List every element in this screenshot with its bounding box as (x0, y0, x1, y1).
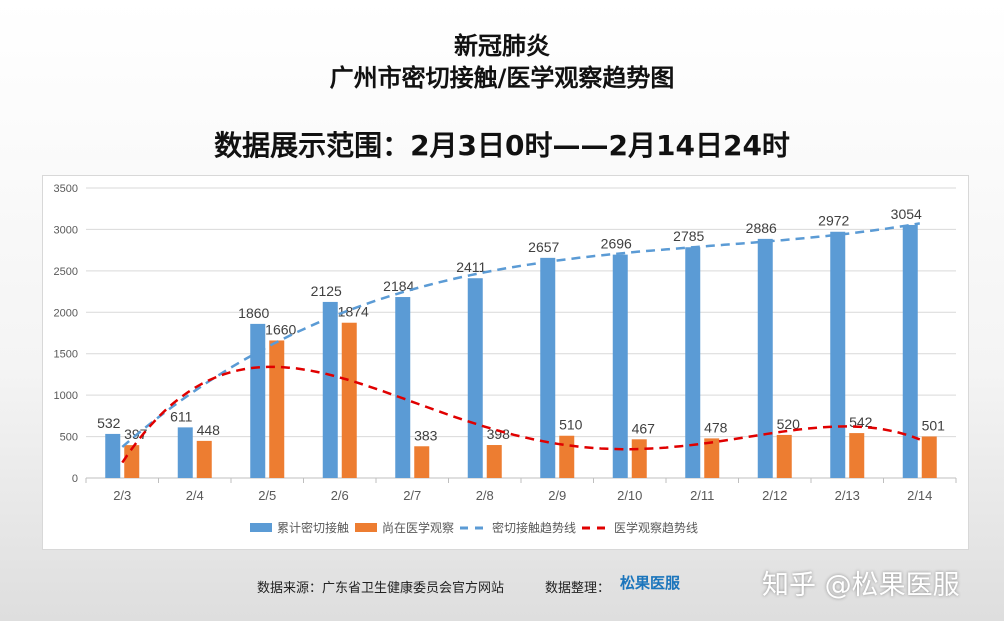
legend-label: 累计密切接触 (277, 520, 349, 535)
data-label: 2972 (818, 213, 849, 229)
data-label: 467 (632, 420, 656, 436)
bar-observation (921, 436, 937, 478)
data-label: 532 (97, 415, 121, 431)
data-label: 478 (704, 419, 728, 435)
y-tick-label: 1000 (54, 390, 78, 402)
bar-contacts (612, 254, 628, 478)
date-range: 数据展示范围：2月3日0时——2月14日24时 (214, 129, 790, 162)
legend-swatch (355, 523, 377, 532)
x-tick-label: 2/11 (690, 488, 714, 503)
x-tick-label: 2/3 (113, 488, 131, 503)
bar-observation (414, 446, 430, 478)
data-source: 数据来源：广东省卫生健康委员会官方网站 (257, 581, 505, 596)
data-label: 2125 (311, 283, 342, 299)
trendline-observation (121, 365, 921, 464)
bar-observation (704, 438, 720, 478)
y-tick-label: 2000 (54, 307, 78, 319)
bar-observation (341, 322, 357, 478)
data-label: 2411 (456, 259, 486, 275)
bar-contacts (177, 427, 193, 478)
bar-contacts (685, 247, 701, 478)
y-tick-label: 2500 (54, 266, 78, 278)
data-label: 2184 (383, 278, 414, 294)
y-tick-label: 1500 (54, 349, 78, 361)
x-tick-label: 2/8 (476, 488, 494, 503)
bar-observation (559, 435, 575, 478)
y-tick-label: 3500 (54, 183, 78, 195)
legend-label: 尚在医学观察 (382, 520, 454, 535)
x-tick-label: 2/9 (548, 488, 566, 503)
data-label: 510 (559, 417, 583, 433)
y-tick-label: 3000 (54, 224, 78, 236)
bar-observation (486, 445, 502, 478)
bar-observation (196, 440, 212, 478)
legend-label: 医学观察趋势线 (614, 520, 698, 535)
x-tick-label: 2/6 (331, 488, 349, 503)
bar-contacts (830, 231, 846, 478)
legend-swatch (250, 523, 272, 532)
chart-subtitle: 广州市密切接触/医学观察趋势图 (329, 64, 675, 92)
data-organizer: 数据整理： (545, 581, 611, 596)
data-label: 520 (777, 416, 801, 432)
y-tick-label: 500 (60, 432, 78, 444)
bar-contacts (540, 257, 556, 478)
data-label: 2886 (746, 220, 777, 236)
data-label: 1660 (265, 321, 296, 337)
x-tick-label: 2/7 (403, 488, 421, 503)
bar-contacts (322, 301, 338, 478)
bar-contacts (395, 297, 411, 478)
x-tick-label: 2/12 (762, 488, 787, 503)
scomed-logo: 松果医服 (620, 574, 681, 592)
y-tick-label: 0 (72, 473, 78, 485)
chart-title: 新冠肺炎 (454, 32, 550, 60)
x-tick-label: 2/5 (258, 488, 276, 503)
data-label: 2696 (601, 236, 632, 252)
watermark: 知乎 @松果医服 (762, 570, 960, 601)
data-label: 611 (170, 408, 193, 424)
bar-observation (269, 340, 285, 478)
bar-observation (849, 433, 865, 478)
trendline-contacts (121, 222, 921, 448)
data-label: 2657 (528, 239, 559, 255)
x-tick-label: 2/13 (835, 488, 860, 503)
data-label: 398 (487, 426, 511, 442)
data-label: 383 (414, 427, 438, 443)
data-label: 501 (922, 417, 946, 433)
x-tick-label: 2/10 (617, 488, 642, 503)
data-label: 1874 (338, 304, 369, 320)
bar-contacts (757, 238, 773, 478)
bar-observation (631, 439, 647, 478)
bar-contacts (250, 323, 266, 478)
legend-label: 密切接触趋势线 (492, 520, 576, 535)
bar-contacts (902, 224, 918, 478)
bar-observation (124, 445, 140, 478)
data-label: 1860 (238, 305, 269, 321)
bar-contacts (105, 433, 121, 478)
data-label: 3054 (891, 206, 922, 222)
data-label: 448 (197, 422, 221, 438)
x-tick-label: 2/4 (186, 488, 204, 503)
bar-contacts (467, 278, 483, 478)
bar-observation (776, 434, 792, 478)
data-label: 2785 (673, 228, 704, 244)
x-tick-label: 2/14 (907, 488, 932, 503)
